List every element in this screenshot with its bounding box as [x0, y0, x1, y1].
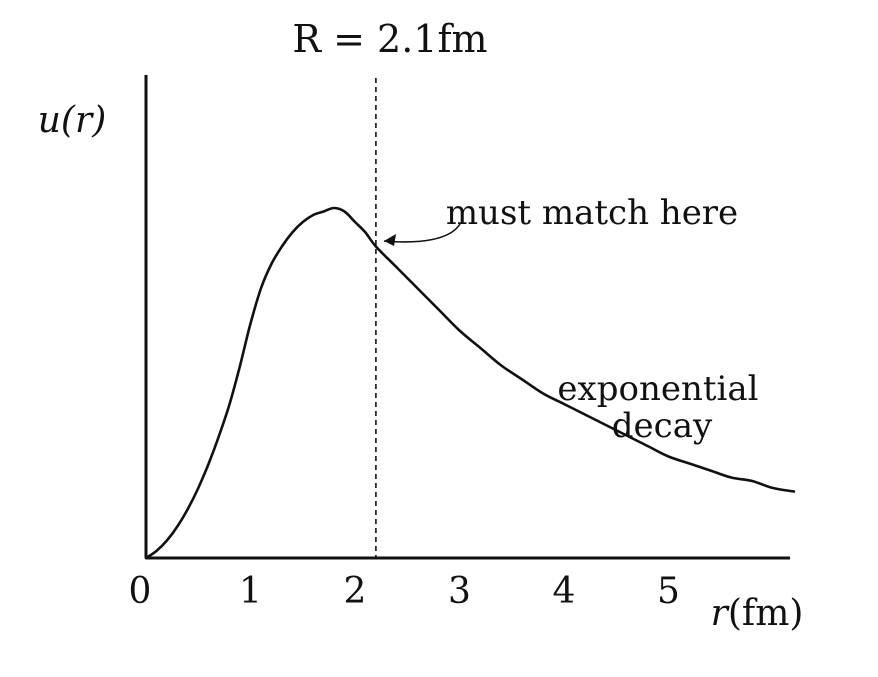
exponential-decay-annotation-line2: decay: [612, 406, 713, 446]
x-axis-label-variable: r: [711, 593, 730, 634]
must-match-arrowhead: [384, 234, 396, 246]
x-tick-label-1: 1: [239, 571, 262, 612]
must-match-annotation: must match here: [446, 193, 738, 233]
x-tick-label-5: 5: [657, 571, 680, 612]
x-tick-label-3: 3: [448, 571, 471, 612]
x-tick-label-2: 2: [344, 571, 367, 612]
x-tick-label-0: 0: [129, 571, 152, 612]
y-axis-label: u(r): [38, 100, 106, 141]
x-axis-label: r(fm): [711, 593, 804, 634]
r-boundary-label: R = 2.1fm: [292, 17, 487, 61]
x-tick-label-4: 4: [553, 571, 576, 612]
x-tick-labels: 0 1 2 3 4 5: [129, 571, 680, 612]
exponential-decay-annotation-line1: exponential: [557, 369, 758, 409]
x-axis-label-unit: (fm): [728, 593, 804, 634]
wavefunction-curve: [144, 206, 796, 560]
